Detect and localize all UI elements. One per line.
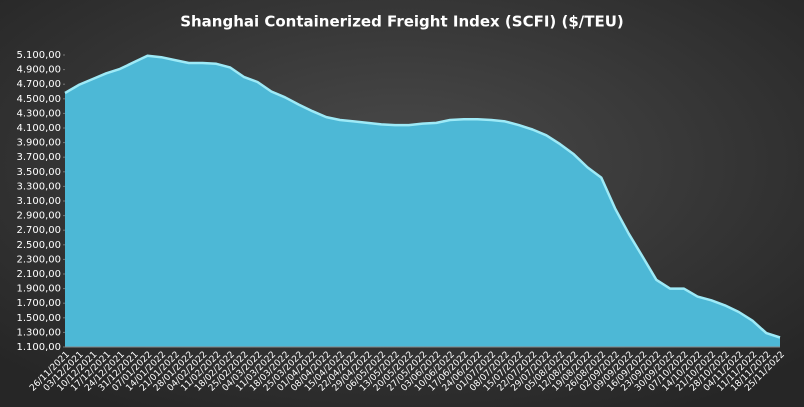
y-tick-label: 3.100,00 xyxy=(16,196,61,207)
y-tick-label: 1.500,00 xyxy=(16,313,61,324)
y-tick-label: 3.900,00 xyxy=(16,138,61,149)
y-tick-label: 4.300,00 xyxy=(16,108,61,119)
y-tick-label: 3.500,00 xyxy=(16,167,61,178)
y-tick-label: 1.300,00 xyxy=(16,327,61,338)
y-tick-label: 2.700,00 xyxy=(16,225,61,236)
y-tick-label: 3.300,00 xyxy=(16,181,61,192)
y-tick-label: 1.900,00 xyxy=(16,284,61,295)
y-tick-label: 2.900,00 xyxy=(16,211,61,222)
y-tick-label: 1.700,00 xyxy=(16,298,61,309)
area-line xyxy=(64,54,781,339)
y-tick-label: 4.500,00 xyxy=(16,94,61,105)
y-tick-label: 3.700,00 xyxy=(16,152,61,163)
y-tick-label: 2.500,00 xyxy=(16,240,61,251)
y-tick-label: 4.100,00 xyxy=(16,123,61,134)
y-tick-label: 5.100,00 xyxy=(16,50,61,61)
chart-title: Shanghai Containerized Freight Index (SC… xyxy=(180,13,624,31)
y-tick-label: 2.100,00 xyxy=(16,269,61,280)
y-tick-label: 2.300,00 xyxy=(16,254,61,265)
y-tick-label: 4.700,00 xyxy=(16,79,61,90)
y-tick-label: 1.100,00 xyxy=(16,342,61,353)
area xyxy=(65,55,780,347)
y-tick-label: 4.900,00 xyxy=(16,65,61,76)
